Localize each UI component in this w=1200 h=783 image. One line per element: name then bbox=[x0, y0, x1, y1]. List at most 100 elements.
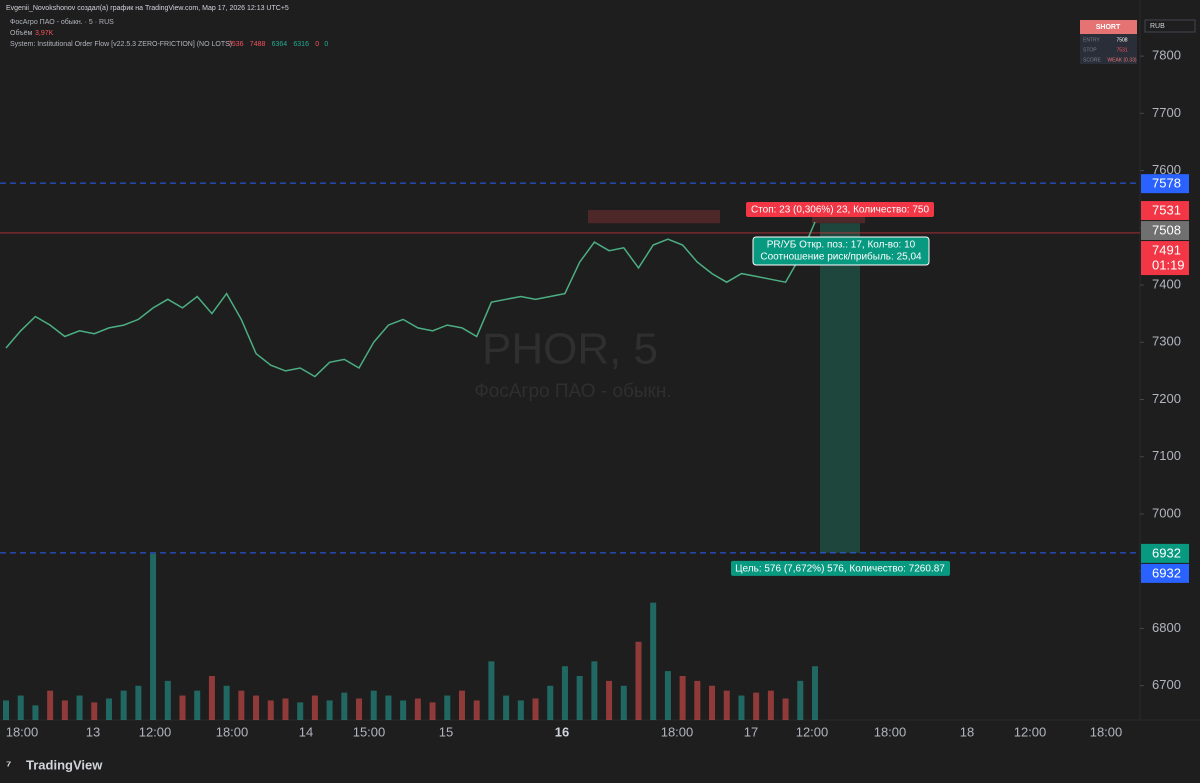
footer-logo: ⁷ TradingView bbox=[6, 757, 103, 772]
panel-value: WEAK (0.33) bbox=[1107, 57, 1137, 63]
volume-bar bbox=[76, 695, 83, 720]
watermark-ticker: PHOR, 5 bbox=[482, 325, 658, 374]
volume-value: 3,97K bbox=[35, 30, 54, 37]
volume-bar bbox=[385, 695, 392, 720]
x-tick-label: 12:00 bbox=[796, 724, 829, 739]
price-tag-bg bbox=[1141, 174, 1189, 194]
volume-bar bbox=[458, 690, 465, 720]
volume-bar bbox=[253, 695, 260, 720]
volume-bar bbox=[635, 641, 642, 720]
price-tag-bg bbox=[1141, 563, 1189, 583]
volume-bar bbox=[150, 553, 157, 720]
x-tick-label: 12:00 bbox=[1014, 724, 1047, 739]
volume-bar bbox=[812, 666, 818, 720]
volume-bar bbox=[208, 676, 215, 720]
volume-bar bbox=[591, 661, 598, 720]
price-tag-bg bbox=[1141, 201, 1189, 221]
x-tick-label: 17 bbox=[744, 724, 758, 739]
indicator-value: 7488 bbox=[250, 41, 266, 48]
panel-key: SCORE bbox=[1083, 57, 1101, 63]
indicator-value: 6316 bbox=[293, 41, 309, 48]
indicator: System: Institutional Order Flow [v22.5.… bbox=[10, 41, 232, 48]
volume-bar bbox=[179, 695, 186, 720]
volume-bar bbox=[753, 692, 760, 720]
x-tick-label: 14 bbox=[299, 724, 313, 739]
volume-bar bbox=[797, 680, 804, 720]
volume-bar bbox=[723, 690, 730, 720]
panel-value: 7531 bbox=[1116, 47, 1127, 53]
indicator-value: 0 bbox=[315, 41, 319, 48]
volume-bar bbox=[297, 702, 304, 720]
symbol: ФосАгро ПАО - обыкн. · 5 · RUS bbox=[10, 18, 114, 26]
y-tick-label: 6800 bbox=[1152, 620, 1181, 635]
volume-bar bbox=[3, 700, 9, 720]
currency-box bbox=[1144, 19, 1196, 33]
volume-bar bbox=[414, 698, 421, 720]
volume-bar bbox=[61, 700, 68, 720]
entry-label: PR/УБ Откр. поз.: 17, Кол-во: 10 bbox=[767, 240, 916, 251]
price-tag-bg bbox=[1141, 221, 1189, 241]
volume-bar bbox=[620, 685, 627, 720]
y-tick-label: 7300 bbox=[1152, 334, 1181, 349]
volume-bar bbox=[238, 690, 245, 720]
volume-bar bbox=[429, 702, 436, 720]
indicator-value: 0 bbox=[324, 41, 328, 48]
panel-key: STOP bbox=[1083, 47, 1097, 53]
panel-value: 7508 bbox=[1116, 37, 1127, 43]
watermark-name: ФосАгро ПАО - обыкн. bbox=[474, 381, 671, 402]
x-tick-label: 12:00 bbox=[139, 724, 172, 739]
volume-bar bbox=[561, 666, 568, 720]
volume-bar bbox=[709, 685, 716, 720]
volume-bar bbox=[664, 671, 671, 720]
entry-label: Соотношение риск/прибыль: 25,04 bbox=[760, 251, 922, 263]
price-tag: 6932 bbox=[1152, 545, 1181, 560]
price-tag: 6932 bbox=[1152, 565, 1181, 580]
price-tag: 7491 bbox=[1152, 242, 1181, 257]
volume-bar bbox=[164, 680, 171, 720]
y-tick-label: 7200 bbox=[1152, 391, 1181, 406]
volume-bar bbox=[17, 695, 24, 720]
volume-bar bbox=[503, 695, 510, 720]
volume-bar bbox=[738, 695, 745, 720]
x-tick-label: 18:00 bbox=[6, 724, 39, 739]
target-zone bbox=[820, 223, 860, 553]
credit: Evgenii_Novokshonov создал(а) график на … bbox=[6, 5, 289, 12]
volume-bar bbox=[370, 690, 377, 720]
y-tick-label: 7400 bbox=[1152, 276, 1181, 291]
price-tag: 7508 bbox=[1152, 222, 1181, 237]
y-tick-label: 6700 bbox=[1152, 677, 1181, 692]
volume-bar bbox=[105, 698, 112, 720]
volume-bar bbox=[488, 661, 495, 720]
target-label-bg bbox=[731, 560, 950, 576]
x-tick-label: 16 bbox=[555, 724, 569, 739]
x-tick-label: 18:00 bbox=[216, 724, 249, 739]
x-tick-label: 13 bbox=[86, 724, 100, 739]
x-tick-label: 18:00 bbox=[661, 724, 694, 739]
volume-bar bbox=[650, 602, 657, 720]
panel-key: ENTRY bbox=[1083, 37, 1101, 43]
volume-label: Объём bbox=[10, 29, 32, 37]
volume-bar bbox=[341, 692, 348, 720]
x-tick-label: 18:00 bbox=[1090, 724, 1123, 739]
stop-label-bg bbox=[746, 202, 934, 218]
price-tag: 7531 bbox=[1152, 202, 1181, 217]
panel-side: SHORT bbox=[1096, 24, 1121, 31]
volume-bar bbox=[194, 690, 201, 720]
x-tick-label: 15:00 bbox=[353, 724, 386, 739]
volume-bar bbox=[606, 680, 613, 720]
y-tick-label: 7800 bbox=[1152, 48, 1181, 63]
price-tag-timer: 01:19 bbox=[1152, 257, 1185, 272]
volume-bar bbox=[282, 698, 289, 720]
panel-body bbox=[1080, 34, 1137, 64]
panel-side-bg bbox=[1080, 20, 1137, 34]
stop-zone bbox=[588, 210, 720, 224]
entry-label-bg bbox=[752, 236, 930, 266]
indicator-value: 7536 bbox=[228, 41, 244, 48]
stop-label: Стоп: 23 (0,306%) 23, Количество: 750 bbox=[751, 205, 930, 216]
volume-bar bbox=[576, 676, 583, 720]
volume-bar bbox=[517, 700, 524, 720]
y-tick-label: 7600 bbox=[1152, 162, 1181, 177]
price-tag: 7578 bbox=[1152, 176, 1181, 191]
target-label: Цель: 576 (7,672%) 576, Количество: 7260… bbox=[735, 564, 945, 575]
